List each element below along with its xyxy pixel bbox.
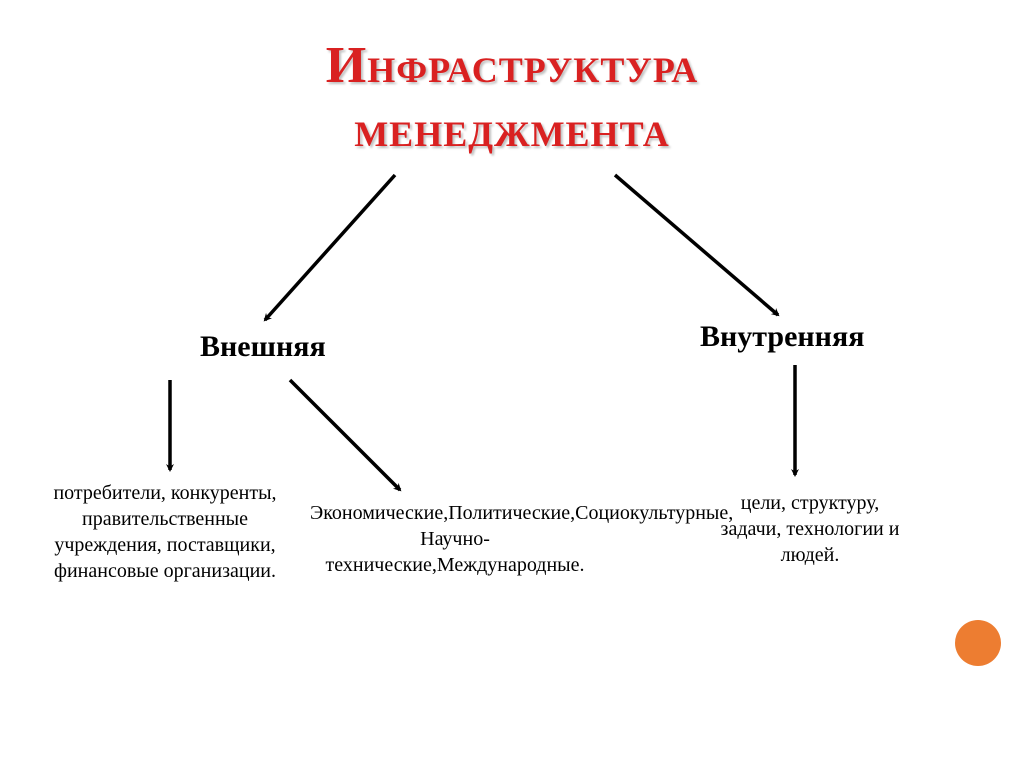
branch-right-label: Внутренняя [700,320,864,354]
branch-left-label: Внешняя [200,330,326,364]
decor-dot [955,620,1001,666]
branch-left-child-1: Экономические,Политические,Социокультурн… [310,500,600,578]
arrows-layer [0,0,1024,768]
branch-right-child-0: цели, структуру, задачи, технологии и лю… [710,490,910,568]
branch-left-child-0: потребители, конкуренты, правительственн… [50,480,280,584]
